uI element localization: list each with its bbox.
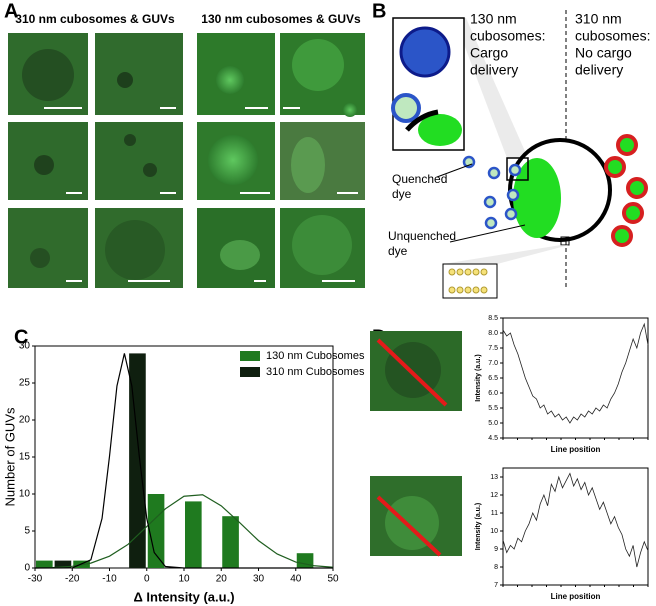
- y-tick-label: 11: [491, 510, 498, 517]
- x-axis-title: Δ Intensity (a.u.): [133, 589, 234, 604]
- bar: [54, 560, 72, 568]
- y-tick-label: 10: [19, 489, 31, 500]
- diagram-label: cubosomes:: [575, 28, 650, 44]
- x-tick-label: -10: [102, 574, 117, 585]
- intensity-line: [502, 472, 649, 568]
- diagram-label: 130 nm: [470, 11, 517, 27]
- y-tick-label: 20: [19, 415, 31, 426]
- y-tick-label: 8.5: [488, 315, 498, 322]
- panel-label: C: [14, 326, 28, 348]
- x-tick-label: -20: [65, 574, 80, 585]
- plot-frame: [502, 317, 649, 439]
- x-axis-title: Line position: [551, 592, 601, 601]
- bar: [129, 353, 146, 568]
- panel-label: B: [372, 0, 386, 22]
- y-tick-label: 4.5: [488, 435, 498, 442]
- diagram-label: dye: [392, 187, 412, 201]
- x-tick-label: 50: [327, 574, 339, 585]
- bar: [296, 553, 314, 568]
- legend-label: 130 nm Cubosomes: [266, 350, 365, 362]
- y-tick-label: 7.5: [488, 345, 498, 352]
- y-tick-label: 5.0: [488, 420, 498, 427]
- x-tick-label: -30: [28, 574, 43, 585]
- x-tick-label: 10: [178, 574, 190, 585]
- diagram-label: dye: [388, 244, 408, 258]
- y-axis-title: Intensity (a.u.): [475, 354, 482, 401]
- fit-curve: [34, 353, 333, 569]
- y-tick-label: 15: [19, 452, 31, 463]
- legend-label: 310 nm Cubosomes: [266, 366, 365, 378]
- diagram-label: Unquenched: [388, 229, 456, 243]
- y-axis-title: Intensity (a.u.): [475, 503, 482, 550]
- bar: [185, 501, 202, 568]
- y-tick-label: 5.5: [488, 405, 498, 412]
- diagram-label: Cargo: [470, 45, 508, 61]
- y-tick-label: 13: [490, 474, 498, 481]
- y-axis-title: Number of GUVs: [2, 407, 17, 506]
- y-tick-label: 9: [494, 546, 498, 553]
- y-tick-label: 25: [19, 378, 31, 389]
- y-tick-label: 10: [490, 528, 498, 535]
- bar: [147, 494, 165, 568]
- diagram-label: No cargo: [575, 45, 632, 61]
- micrographs: [8, 33, 365, 288]
- y-tick-label: 6.0: [488, 390, 498, 397]
- intensity-line: [502, 322, 649, 424]
- y-tick-label: 5: [24, 526, 30, 537]
- y-tick-label: 0: [24, 563, 30, 574]
- diagram: [391, 10, 648, 299]
- panel-title: 130 nm cubosomes & GUVs: [201, 12, 361, 26]
- x-tick-label: 40: [290, 574, 302, 585]
- x-tick-label: 0: [144, 574, 150, 585]
- panel-label: A: [4, 0, 18, 22]
- legend-swatch: [240, 367, 260, 377]
- bar: [36, 560, 53, 568]
- y-tick-label: 7.0: [488, 360, 498, 367]
- x-tick-label: 20: [216, 574, 228, 585]
- panel-title: 310 nm cubosomes & GUVs: [15, 12, 175, 26]
- diagram-label: 310 nm: [575, 11, 622, 27]
- diagram-label: cubosomes:: [470, 28, 545, 44]
- y-tick-label: 8: [494, 564, 498, 571]
- x-axis-title: Line position: [551, 445, 601, 454]
- line-scan-images: [370, 331, 462, 557]
- diagram-label: delivery: [575, 62, 623, 78]
- x-tick-label: 30: [253, 574, 265, 585]
- y-tick-label: 6.5: [488, 375, 498, 382]
- plot-frame: [34, 345, 334, 569]
- y-tick-label: 30: [19, 341, 31, 352]
- fit-curve: [34, 494, 334, 569]
- y-tick-label: 8.0: [488, 330, 498, 337]
- plot-frame: [502, 467, 649, 586]
- y-tick-label: 7: [494, 582, 498, 589]
- y-tick-label: 12: [490, 492, 498, 499]
- diagram-label: Quenched: [392, 172, 447, 186]
- bar: [222, 516, 239, 568]
- diagram-label: delivery: [470, 62, 518, 78]
- legend-swatch: [240, 351, 260, 361]
